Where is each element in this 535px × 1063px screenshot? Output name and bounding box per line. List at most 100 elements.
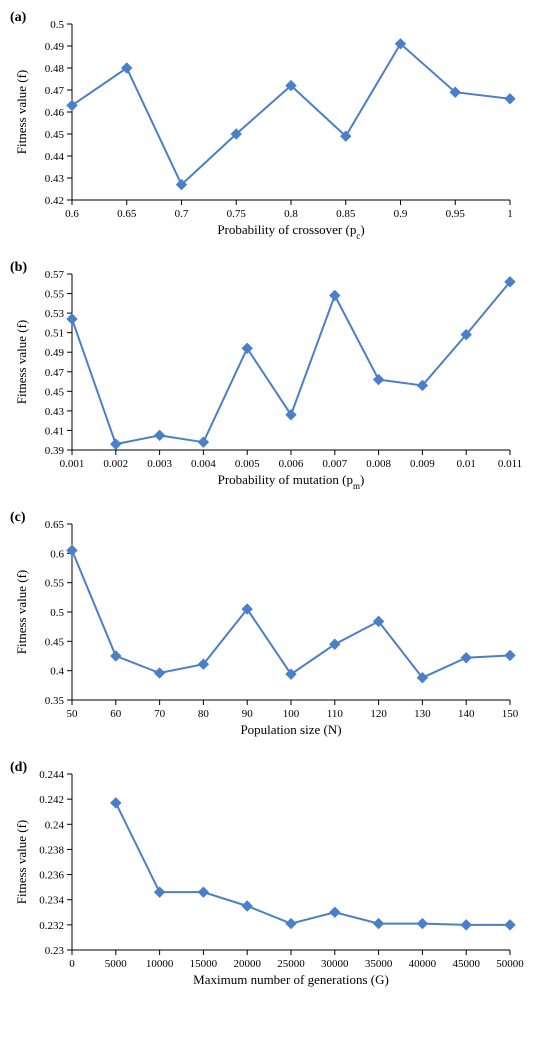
x-tick-label: 0.75 — [227, 208, 247, 220]
y-tick-label: 0.244 — [39, 769, 64, 781]
data-marker — [330, 291, 340, 301]
x-tick-label: 0.005 — [235, 458, 260, 470]
x-tick-label: 45000 — [452, 958, 480, 970]
x-tick-label: 0 — [69, 958, 75, 970]
x-axis-title: Probability of crossover (pc) — [217, 222, 364, 240]
x-tick-label: 20000 — [233, 958, 261, 970]
x-tick-label: 0.01 — [457, 458, 476, 470]
data-series-line — [116, 803, 510, 925]
x-tick-label: 30000 — [321, 958, 349, 970]
panel-label: (b) — [10, 260, 27, 276]
y-tick-label: 0.238 — [39, 844, 64, 856]
x-tick-label: 0.9 — [394, 208, 408, 220]
data-marker — [155, 668, 165, 678]
y-tick-label: 0.47 — [45, 85, 65, 97]
data-marker — [374, 919, 384, 929]
data-marker — [67, 314, 77, 324]
x-tick-label: 90 — [242, 708, 254, 720]
chart-panel-a: (a)0.420.430.440.450.460.470.480.490.50.… — [10, 10, 525, 240]
y-tick-label: 0.48 — [45, 63, 65, 75]
y-tick-label: 0.6 — [50, 548, 64, 560]
data-marker — [505, 94, 515, 104]
y-tick-label: 0.45 — [45, 636, 65, 648]
data-marker — [505, 920, 515, 930]
y-tick-label: 0.65 — [45, 519, 65, 531]
x-tick-label: 0.008 — [366, 458, 391, 470]
x-axis-title: Maximum number of generations (G) — [193, 972, 389, 987]
y-tick-label: 0.242 — [39, 794, 64, 806]
data-marker — [286, 919, 296, 929]
data-marker — [461, 653, 471, 663]
y-tick-label: 0.43 — [45, 406, 65, 418]
x-tick-label: 1 — [507, 208, 513, 220]
x-tick-label: 40000 — [409, 958, 437, 970]
x-tick-label: 0.6 — [65, 208, 79, 220]
y-tick-label: 0.234 — [39, 895, 64, 907]
x-tick-label: 50 — [67, 708, 79, 720]
chart-panel-d: (d) 0.23 0.232 0.234 0.236 0.238 0.24 0.242 0.24… — [10, 760, 525, 990]
x-tick-label: 0.007 — [322, 458, 347, 470]
y-tick-label: 0.45 — [45, 386, 65, 398]
chart-svg: 0.350.40.450.50.550.60.65506070809010011… — [10, 510, 525, 740]
x-tick-label: 140 — [458, 708, 475, 720]
chart-panel-b: (b)0.390.410.430.450.470.490.510.530.550… — [10, 260, 525, 490]
data-marker — [155, 430, 165, 440]
y-tick-label: 0.24 — [45, 819, 65, 831]
y-tick-label: 0.49 — [45, 41, 65, 53]
y-tick-label: 0.4 — [50, 666, 64, 678]
y-axis-title: Fitness value (f) — [14, 70, 29, 154]
x-tick-label: 120 — [370, 708, 387, 720]
x-axis-title: Probability of mutation (pm) — [218, 472, 365, 490]
panel-label: (c) — [10, 510, 26, 526]
x-tick-label: 0.7 — [175, 208, 189, 220]
y-axis-title: Fitness value (f) — [14, 820, 29, 904]
x-tick-label: 0.65 — [117, 208, 137, 220]
y-axis-title: Fitness value (f) — [14, 320, 29, 404]
x-tick-label: 0.003 — [147, 458, 172, 470]
y-tick-label: 0.23 — [45, 945, 65, 957]
x-tick-label: 60 — [110, 708, 122, 720]
y-tick-label: 0.43 — [45, 173, 65, 185]
chart-svg: 0.420.430.440.450.460.470.480.490.50.60.… — [10, 10, 525, 240]
y-tick-label: 0.232 — [39, 920, 64, 932]
chart-panel-c: (c)0.350.40.450.50.550.60.65506070809010… — [10, 510, 525, 740]
x-tick-label: 5000 — [105, 958, 128, 970]
x-tick-label: 110 — [327, 708, 344, 720]
panel-label: (d) — [10, 760, 27, 776]
y-tick-label: 0.55 — [45, 289, 65, 301]
x-tick-label: 35000 — [365, 958, 393, 970]
y-tick-label: 0.46 — [45, 107, 65, 119]
y-tick-label: 0.44 — [45, 151, 65, 163]
x-tick-label: 70 — [154, 708, 166, 720]
x-tick-label: 0.011 — [498, 458, 522, 470]
x-tick-label: 80 — [198, 708, 210, 720]
y-tick-label: 0.53 — [45, 308, 65, 320]
y-tick-label: 0.39 — [45, 445, 65, 457]
x-tick-label: 15000 — [190, 958, 218, 970]
x-tick-label: 130 — [414, 708, 431, 720]
data-marker — [505, 650, 515, 660]
y-tick-label: 0.41 — [45, 425, 64, 437]
x-tick-label: 25000 — [277, 958, 305, 970]
panel-label: (a) — [10, 10, 26, 26]
data-series-line — [72, 550, 510, 677]
x-tick-label: 50000 — [496, 958, 524, 970]
x-tick-label: 0.002 — [103, 458, 128, 470]
data-marker — [242, 901, 252, 911]
x-tick-label: 0.006 — [279, 458, 304, 470]
y-tick-label: 0.5 — [50, 607, 64, 619]
y-tick-label: 0.236 — [39, 870, 64, 882]
x-tick-label: 0.001 — [60, 458, 85, 470]
y-tick-label: 0.35 — [45, 695, 65, 707]
y-tick-label: 0.45 — [45, 129, 65, 141]
data-marker — [417, 919, 427, 929]
data-marker — [198, 437, 208, 447]
y-tick-label: 0.47 — [45, 367, 65, 379]
data-series-line — [72, 44, 510, 185]
x-tick-label: 0.8 — [284, 208, 298, 220]
data-marker — [461, 920, 471, 930]
x-tick-label: 0.004 — [191, 458, 216, 470]
x-axis-title: Population size (N) — [240, 722, 341, 737]
figure-container: (a)0.420.430.440.450.460.470.480.490.50.… — [10, 10, 525, 990]
y-tick-label: 0.51 — [45, 328, 64, 340]
